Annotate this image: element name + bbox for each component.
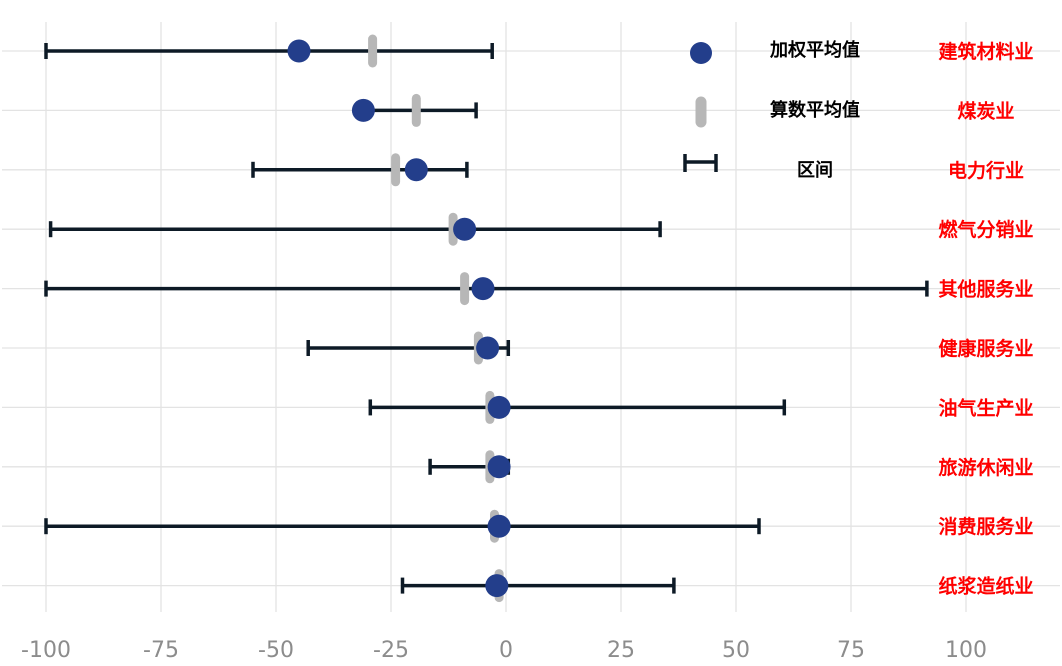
legend-interval-label: 区间	[797, 160, 833, 181]
category-label-7: 旅游休闲业	[938, 456, 1033, 479]
weighted-mean-dot-7	[487, 455, 511, 479]
category-label-2: 电力行业	[948, 159, 1024, 182]
interval-bars	[44, 43, 929, 594]
interval-6	[368, 399, 787, 416]
weighted-mean-dot-1	[351, 98, 375, 122]
category-label-6: 油气生产业	[938, 396, 1033, 419]
legend-interval-swatch	[683, 154, 718, 172]
category-label-0: 建筑材料业	[938, 40, 1033, 63]
legend: 加权平均值 算数平均值 区间	[683, 39, 860, 181]
grid-lines	[2, 22, 1060, 612]
interval-9	[400, 577, 676, 594]
category-label-1: 煤炭业	[957, 100, 1014, 122]
weighted-mean-dot-3	[453, 217, 477, 241]
category-label-5: 健康服务业	[938, 337, 1033, 360]
x-tick-label-4: 0	[499, 638, 513, 663]
weighted-mean-dot-2	[404, 158, 428, 182]
interval-0	[44, 43, 494, 59]
legend-weighted-mean-swatch	[690, 42, 712, 64]
interval-2	[251, 161, 469, 178]
category-label-3: 燃气分销业	[938, 218, 1033, 241]
category-label-4: 其他服务业	[938, 278, 1033, 301]
x-tick-label-6: 50	[722, 638, 750, 663]
category-labels: 建筑材料业煤炭业电力行业燃气分销业其他服务业健康服务业油气生产业旅游休闲业消费服…	[938, 40, 1033, 598]
weighted-mean-dot-9	[485, 574, 509, 598]
weighted-mean-markers	[287, 39, 511, 598]
interval-8	[44, 518, 761, 535]
interval-3	[48, 221, 662, 238]
x-tick-label-5: 25	[607, 638, 635, 663]
x-tick-label-7: 75	[837, 638, 865, 663]
x-tick-label-8: 100	[945, 638, 987, 663]
weighted-mean-dot-4	[471, 277, 495, 301]
x-tick-label-0: -100	[21, 638, 71, 663]
legend-arithmetic-mean-label: 算数平均值	[770, 99, 860, 121]
legend-weighted-mean-label: 加权平均值	[769, 39, 860, 61]
x-tick-label-2: -50	[258, 638, 294, 663]
weighted-mean-dot-8	[487, 514, 511, 538]
category-label-8: 消费服务业	[938, 515, 1033, 538]
weighted-mean-dot-5	[476, 336, 500, 360]
x-axis-tick-labels: -100 -75 -50 -25 0 25 50 75 100	[21, 638, 987, 663]
weighted-mean-dot-0	[287, 39, 311, 63]
x-tick-label-3: -25	[373, 638, 409, 663]
weighted-mean-dot-6	[487, 395, 511, 419]
x-tick-label-1: -75	[143, 638, 179, 663]
category-label-9: 纸浆造纸业	[938, 575, 1033, 598]
